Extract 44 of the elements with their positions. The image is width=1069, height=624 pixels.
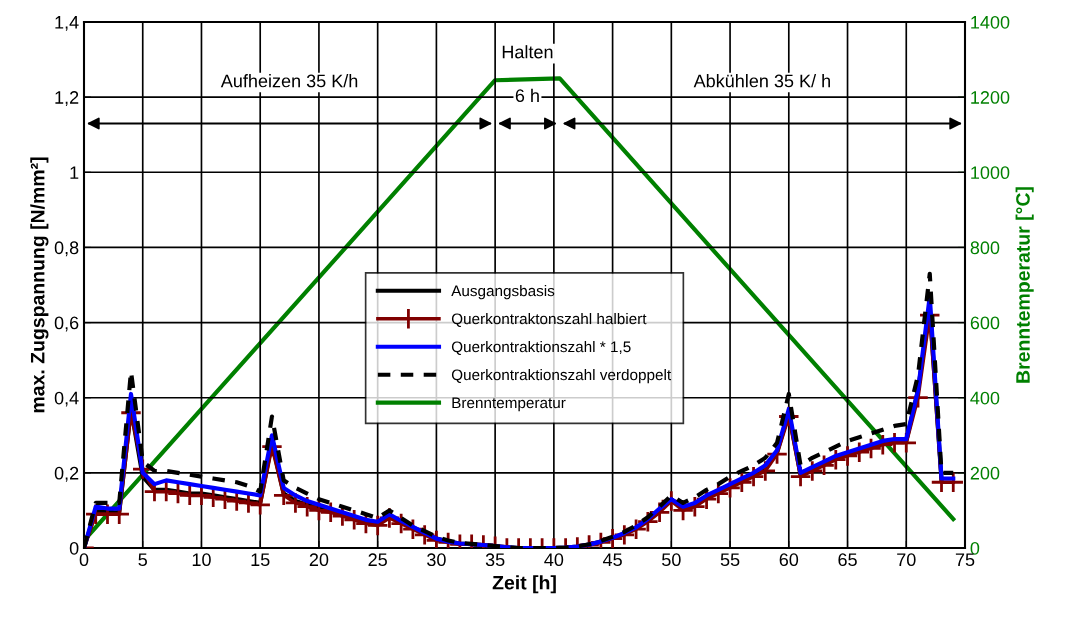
y-tick-label: 0,4 (54, 391, 79, 407)
annotation: 6 h (515, 88, 539, 103)
x-tick-label: 25 (368, 553, 387, 567)
x-tick-label: 65 (838, 553, 857, 567)
x-tick-label: 35 (485, 553, 505, 567)
y-axis-title: max. Zugspannung [N/mm²] (30, 157, 49, 413)
y-tick-label: 0,2 (54, 466, 79, 482)
x-tick-label: 50 (662, 553, 681, 567)
x-tick-label: 15 (251, 553, 270, 567)
y2-tick-label: 800 (970, 241, 1000, 255)
x-tick-label: 75 (955, 553, 975, 567)
x-tick-label: 45 (602, 553, 622, 567)
y-tick-label: 0 (69, 541, 79, 555)
x-tick-label: 55 (720, 553, 740, 567)
y2-tick-label: 1000 (971, 166, 1010, 180)
y2-axis-title: Brenntemperatur [°C] (1015, 187, 1034, 383)
x-tick-label: 5 (138, 553, 147, 567)
x-tick-label: 20 (309, 553, 329, 567)
y2-tick-label: 1400 (971, 15, 1010, 29)
x-tick-label: 0 (79, 553, 89, 567)
legend-label: Querkontraktionszahl * 1,5 (451, 341, 631, 355)
legend-label: Querkontraktonszahl halbiert (451, 313, 647, 327)
x-tick-label: 40 (544, 553, 564, 567)
x-tick-label: 70 (897, 553, 916, 567)
annotation: Aufheizen 35 K/h (220, 74, 358, 88)
legend-label: Ausgangsbasis (451, 285, 555, 300)
annotation: Abkühlen 35 K/ h (693, 74, 830, 88)
legend-label: Querkontraktionszahl verdoppelt (451, 368, 672, 384)
y2-tick-label: 400 (970, 391, 1000, 405)
y-tick-label: 0,6 (54, 316, 79, 332)
x-axis-title: Zeit [h] (492, 575, 556, 594)
y-tick-label: 1 (70, 166, 79, 179)
y-tick-label: 0,8 (54, 241, 79, 257)
annotation: Halten (502, 45, 553, 59)
y-tick-label: 1,2 (55, 91, 79, 106)
y2-tick-label: 0 (970, 541, 980, 555)
y2-tick-label: 1200 (971, 91, 1010, 104)
y2-tick-label: 200 (970, 466, 1000, 480)
y-tick-label: 1,4 (55, 16, 79, 31)
legend-label: Brenntemperatur (452, 397, 566, 412)
x-tick-label: 10 (192, 553, 211, 567)
x-tick-label: 60 (779, 553, 799, 567)
x-tick-label: 30 (427, 553, 446, 567)
y2-tick-label: 600 (970, 316, 1000, 330)
